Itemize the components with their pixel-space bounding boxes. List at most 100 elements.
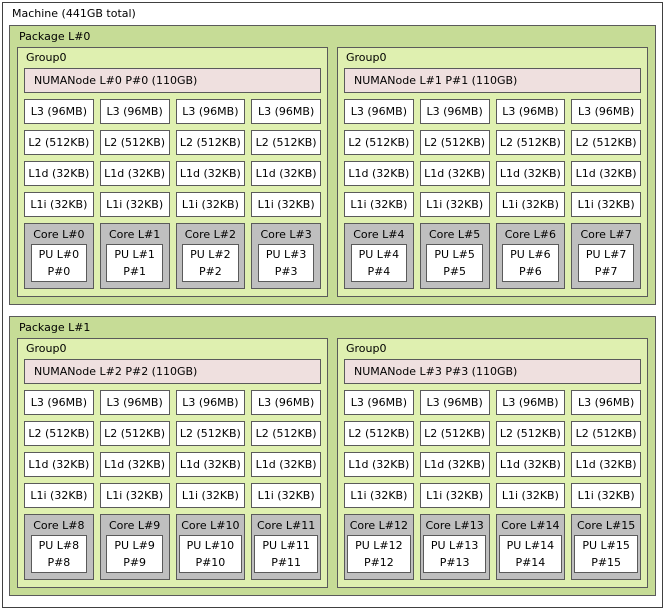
core-label: Core L#5: [428, 228, 481, 241]
l1i-cache-box: L1i (32KB): [495, 192, 566, 217]
package-0-box: Package L#0 Group0 NUMANode L#0 P#0 (110…: [9, 25, 656, 305]
pu-label-line1: PU L#13: [430, 539, 479, 552]
core-7-box: Core L#7 PU L#7 P#7: [571, 223, 641, 289]
l1d-cache-box: L1d (32KB): [99, 161, 170, 186]
core-label: Core L#10: [181, 519, 240, 532]
core-column-5: L3 (96MB) L2 (512KB) L1d (32KB) L1i (32K…: [419, 99, 490, 289]
pu-label-line2: P#0: [47, 265, 71, 278]
pu-label-line2: P#12: [363, 556, 394, 569]
l1d-cache-box: L1d (32KB): [419, 452, 490, 477]
l3-cache-box: L3 (96MB): [175, 390, 246, 415]
core-column-6: L3 (96MB) L2 (512KB) L1d (32KB) L1i (32K…: [495, 99, 566, 289]
core-columns-row: L3 (96MB) L2 (512KB) L1d (32KB) L1i (32K…: [344, 390, 641, 580]
pu-label-line2: P#3: [274, 265, 298, 278]
core-13-box: Core L#13 PU L#13 P#13: [419, 514, 490, 580]
pu-label-line1: PU L#14: [506, 539, 555, 552]
pu-14-box: PU L#14 P#14: [498, 535, 563, 573]
l2-cache-box: L2 (512KB): [344, 421, 414, 446]
core-label: Core L#1: [108, 228, 161, 241]
core-15-box: Core L#15 PU L#15 P#15: [571, 514, 641, 580]
pu-7-box: PU L#7 P#7: [577, 244, 635, 282]
l3-cache-box: L3 (96MB): [344, 99, 414, 124]
core-column-3: L3 (96MB) L2 (512KB) L1d (32KB) L1i (32K…: [251, 99, 321, 289]
core-columns-row: L3 (96MB) L2 (512KB) L1d (32KB) L1i (32K…: [24, 390, 321, 580]
l1i-cache-box: L1i (32KB): [419, 192, 490, 217]
pu-label-line2: P#14: [515, 556, 546, 569]
package-1-box: Package L#1 Group0 NUMANode L#2 P#2 (110…: [9, 316, 656, 596]
l1i-cache-box: L1i (32KB): [175, 192, 246, 217]
core-label: Core L#15: [576, 519, 636, 532]
l1d-cache-box: L1d (32KB): [495, 161, 566, 186]
numanode-1-box: NUMANode L#1 P#1 (110GB): [344, 68, 641, 93]
core-label: Core L#2: [184, 228, 237, 241]
core-column-11: L3 (96MB) L2 (512KB) L1d (32KB) L1i (32K…: [251, 390, 321, 580]
l1i-cache-box: L1i (32KB): [344, 192, 414, 217]
l1d-cache-box: L1d (32KB): [419, 161, 490, 186]
l2-cache-box: L2 (512KB): [419, 421, 490, 446]
package-0-label: Package L#0: [19, 30, 91, 43]
group-label: Group0: [346, 342, 387, 355]
pu-label-line2: P#4: [367, 265, 391, 278]
pu-label-line2: P#11: [271, 556, 302, 569]
group-label: Group0: [26, 51, 67, 64]
l2-cache-box: L2 (512KB): [419, 130, 490, 155]
package-1-group-1-box: Group0 NUMANode L#3 P#3 (110GB) L3 (96MB…: [337, 338, 648, 588]
l1i-cache-box: L1i (32KB): [419, 483, 490, 508]
group-label: Group0: [346, 51, 387, 64]
pu-11-box: PU L#11 P#11: [254, 535, 318, 573]
l2-cache-box: L2 (512KB): [175, 130, 246, 155]
pu-label-line1: PU L#11: [262, 539, 310, 552]
l3-cache-box: L3 (96MB): [571, 99, 641, 124]
core-label: Core L#6: [504, 228, 557, 241]
l1d-cache-box: L1d (32KB): [24, 161, 94, 186]
numanode-2-box: NUMANode L#2 P#2 (110GB): [24, 359, 321, 384]
package-0-groups-row: Group0 NUMANode L#0 P#0 (110GB) L3 (96MB…: [17, 47, 648, 297]
pu-4-box: PU L#4 P#4: [350, 244, 408, 282]
pu-label-line1: PU L#0: [38, 248, 80, 261]
l2-cache-box: L2 (512KB): [344, 130, 414, 155]
pu-6-box: PU L#6 P#6: [502, 244, 559, 282]
core-5-box: Core L#5 PU L#5 P#5: [419, 223, 490, 289]
l1i-cache-box: L1i (32KB): [99, 192, 170, 217]
core-2-box: Core L#2 PU L#2 P#2: [175, 223, 246, 289]
pu-label-line2: P#5: [443, 265, 467, 278]
core-4-box: Core L#4 PU L#4 P#4: [344, 223, 414, 289]
pu-2-box: PU L#2 P#2: [182, 244, 239, 282]
numanode-0-box: NUMANode L#0 P#0 (110GB): [24, 68, 321, 93]
package-1-groups-row: Group0 NUMANode L#2 P#2 (110GB) L3 (96MB…: [17, 338, 648, 588]
core-label: Core L#0: [33, 228, 85, 241]
l1d-cache-box: L1d (32KB): [175, 161, 246, 186]
core-column-1: L3 (96MB) L2 (512KB) L1d (32KB) L1i (32K…: [99, 99, 170, 289]
l1i-cache-box: L1i (32KB): [99, 483, 170, 508]
l1i-cache-box: L1i (32KB): [251, 483, 321, 508]
l2-cache-box: L2 (512KB): [571, 130, 641, 155]
l2-cache-box: L2 (512KB): [99, 421, 170, 446]
l1i-cache-box: L1i (32KB): [495, 483, 566, 508]
l3-cache-box: L3 (96MB): [251, 99, 321, 124]
pu-5-box: PU L#5 P#5: [426, 244, 483, 282]
core-6-box: Core L#6 PU L#6 P#6: [495, 223, 566, 289]
l3-cache-box: L3 (96MB): [344, 390, 414, 415]
pu-label-line1: PU L#7: [585, 248, 627, 261]
l2-cache-box: L2 (512KB): [251, 421, 321, 446]
pu-label-line1: PU L#6: [510, 248, 551, 261]
core-14-box: Core L#14 PU L#14 P#14: [495, 514, 566, 580]
pu-label-line1: PU L#15: [582, 539, 630, 552]
core-11-box: Core L#11 PU L#11 P#11: [251, 514, 321, 580]
l3-cache-box: L3 (96MB): [495, 390, 566, 415]
l1d-cache-box: L1d (32KB): [495, 452, 566, 477]
l3-cache-box: L3 (96MB): [24, 99, 94, 124]
core-label: Core L#12: [349, 519, 409, 532]
core-1-box: Core L#1 PU L#1 P#1: [99, 223, 170, 289]
l2-cache-box: L2 (512KB): [99, 130, 170, 155]
l1i-cache-box: L1i (32KB): [24, 483, 94, 508]
l3-cache-box: L3 (96MB): [99, 99, 170, 124]
core-label: Core L#11: [256, 519, 316, 532]
core-label: Core L#7: [580, 228, 632, 241]
core-label: Core L#3: [260, 228, 312, 241]
l1d-cache-box: L1d (32KB): [24, 452, 94, 477]
core-column-0: L3 (96MB) L2 (512KB) L1d (32KB) L1i (32K…: [24, 99, 94, 289]
l1d-cache-box: L1d (32KB): [344, 161, 414, 186]
pu-label-line1: PU L#1: [114, 248, 155, 261]
core-column-12: L3 (96MB) L2 (512KB) L1d (32KB) L1i (32K…: [344, 390, 414, 580]
